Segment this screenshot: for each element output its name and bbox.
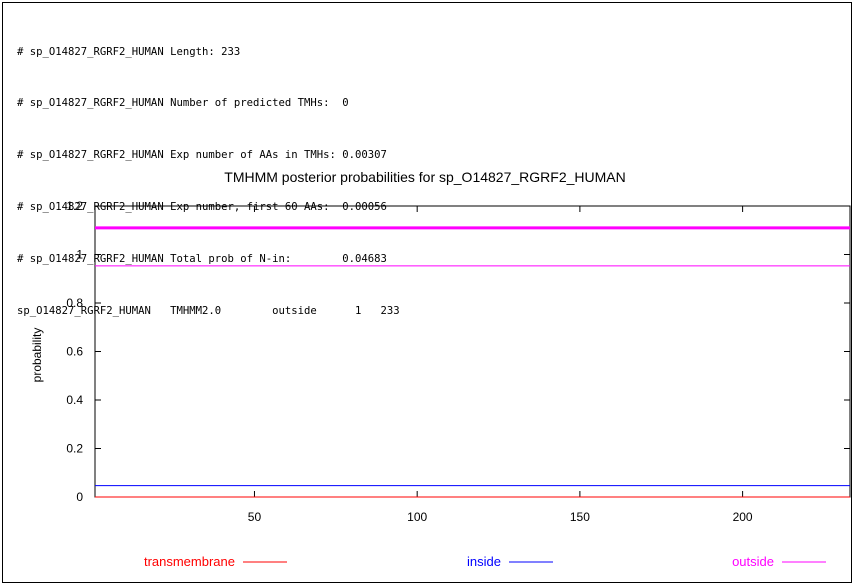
summary-line-topology: sp_O14827_RGRF2_HUMAN TMHMM2.0 outside 1… (17, 305, 400, 318)
y-tick-label: 1 (76, 248, 83, 262)
posterior-probability-chart: TMHMM posterior probabilities for sp_O14… (30, 169, 851, 569)
x-tick-label: 150 (570, 510, 590, 524)
x-tick-label: 100 (407, 510, 427, 524)
y-tick-label: 0.4 (66, 393, 83, 407)
legend-label-outside: outside (732, 554, 774, 569)
y-tick-label: 0.2 (66, 442, 83, 456)
y-tick-label: 0.6 (66, 345, 83, 359)
y-tick-label: 0 (76, 490, 83, 504)
prediction-summary: # sp_O14827_RGRF2_HUMAN Length: 233 # sp… (17, 9, 400, 355)
legend-label-inside: inside (467, 554, 501, 569)
y-axis-ticks: 0 0.2 0.4 0.6 0.8 1 1.2 (66, 199, 850, 504)
summary-line-exp-aas: # sp_O14827_RGRF2_HUMAN Exp number of AA… (17, 149, 387, 162)
summary-line-tmh-count: # sp_O14827_RGRF2_HUMAN Number of predic… (17, 97, 349, 110)
summary-line-length: # sp_O14827_RGRF2_HUMAN Length: 233 (17, 45, 241, 58)
probability-series (95, 226, 850, 498)
y-tick-label: 1.2 (66, 199, 83, 213)
plot-area-border (94, 205, 851, 498)
chart-title: TMHMM posterior probabilities for sp_O14… (224, 169, 625, 185)
summary-line-exp-first60: # sp_O14827_RGRF2_HUMAN Exp number, firs… (17, 201, 387, 214)
x-tick-label: 50 (248, 510, 262, 524)
summary-line-prob-n-in: # sp_O14827_RGRF2_HUMAN Total prob of N-… (17, 253, 387, 266)
y-axis-label: probability (30, 328, 44, 383)
y-tick-label: 0.8 (66, 296, 83, 310)
legend-label-transmembrane: transmembrane (144, 554, 235, 569)
chart-legend: transmembrane inside outside (144, 554, 826, 569)
x-axis-ticks: 50 100 150 200 (248, 206, 753, 524)
x-tick-label: 200 (733, 510, 753, 524)
